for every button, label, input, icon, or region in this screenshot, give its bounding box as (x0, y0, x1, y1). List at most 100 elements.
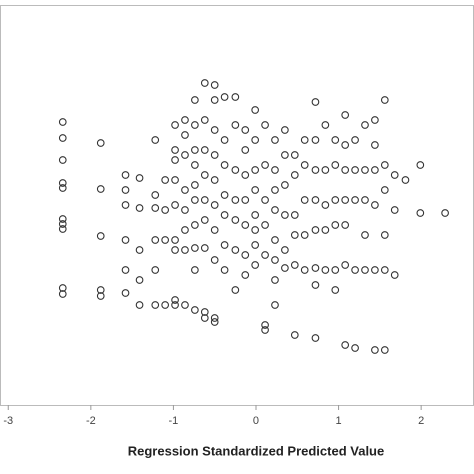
point (290, 171, 299, 179)
point (331, 161, 340, 169)
x-tick-label: 0 (253, 415, 259, 427)
point (161, 176, 170, 184)
point (191, 221, 199, 229)
point (290, 261, 299, 269)
point (251, 136, 260, 144)
point (200, 314, 209, 322)
point (135, 174, 144, 182)
point (231, 93, 240, 101)
point (58, 184, 67, 192)
point (200, 216, 209, 224)
point (321, 266, 330, 274)
point (161, 301, 170, 309)
point (220, 136, 229, 144)
point (96, 292, 105, 300)
point (401, 176, 410, 184)
point (380, 231, 389, 239)
point (300, 136, 309, 144)
point (311, 281, 320, 289)
point (261, 221, 269, 229)
point (171, 201, 179, 209)
point (200, 171, 209, 179)
point (121, 266, 130, 274)
point (220, 191, 229, 199)
point (271, 276, 279, 284)
point (341, 141, 350, 149)
point (290, 231, 299, 239)
point (251, 166, 260, 174)
point (311, 166, 320, 174)
point (181, 131, 189, 139)
point (58, 134, 67, 142)
point (96, 286, 105, 294)
point (171, 176, 179, 184)
point (271, 236, 279, 244)
point (281, 151, 289, 159)
point (191, 306, 199, 314)
point (371, 201, 379, 209)
point (171, 146, 179, 154)
point (210, 318, 219, 326)
point (58, 179, 67, 187)
point (416, 161, 425, 169)
point (200, 196, 209, 204)
point (251, 211, 260, 219)
point (371, 266, 379, 274)
point (271, 256, 279, 264)
point (416, 209, 425, 217)
point (311, 264, 320, 272)
point (290, 151, 299, 159)
point (181, 186, 189, 194)
point (271, 166, 279, 174)
point (58, 156, 67, 164)
point (96, 139, 105, 147)
point (311, 334, 320, 342)
point (241, 196, 250, 204)
point (331, 266, 340, 274)
point (290, 211, 299, 219)
point (341, 111, 350, 119)
point (220, 211, 229, 219)
point (171, 301, 179, 309)
point (135, 246, 144, 254)
point (251, 261, 260, 269)
point (281, 181, 289, 189)
point (210, 126, 219, 134)
point (171, 236, 179, 244)
point (380, 346, 389, 354)
point (171, 121, 179, 129)
point (200, 79, 209, 87)
point (321, 166, 330, 174)
point (241, 221, 250, 229)
point (390, 171, 399, 179)
point (300, 196, 309, 204)
point (220, 93, 229, 101)
point (331, 196, 340, 204)
point (380, 186, 389, 194)
point (151, 191, 160, 199)
point (191, 146, 199, 154)
point (341, 196, 350, 204)
x-tick-label: -2 (86, 415, 96, 427)
point (341, 221, 350, 229)
point (191, 244, 199, 252)
point (200, 308, 209, 316)
point (210, 81, 219, 89)
point (58, 118, 67, 126)
point (171, 156, 179, 164)
point (210, 201, 219, 209)
point (341, 166, 350, 174)
point (191, 121, 199, 129)
point (241, 146, 250, 154)
point (181, 226, 189, 234)
point (210, 176, 219, 184)
point (380, 161, 389, 169)
x-tick-label: -3 (3, 415, 13, 427)
point (121, 236, 130, 244)
point (261, 161, 269, 169)
point (371, 166, 379, 174)
point (191, 266, 199, 274)
point (341, 341, 350, 349)
point (241, 126, 250, 134)
point (220, 266, 229, 274)
